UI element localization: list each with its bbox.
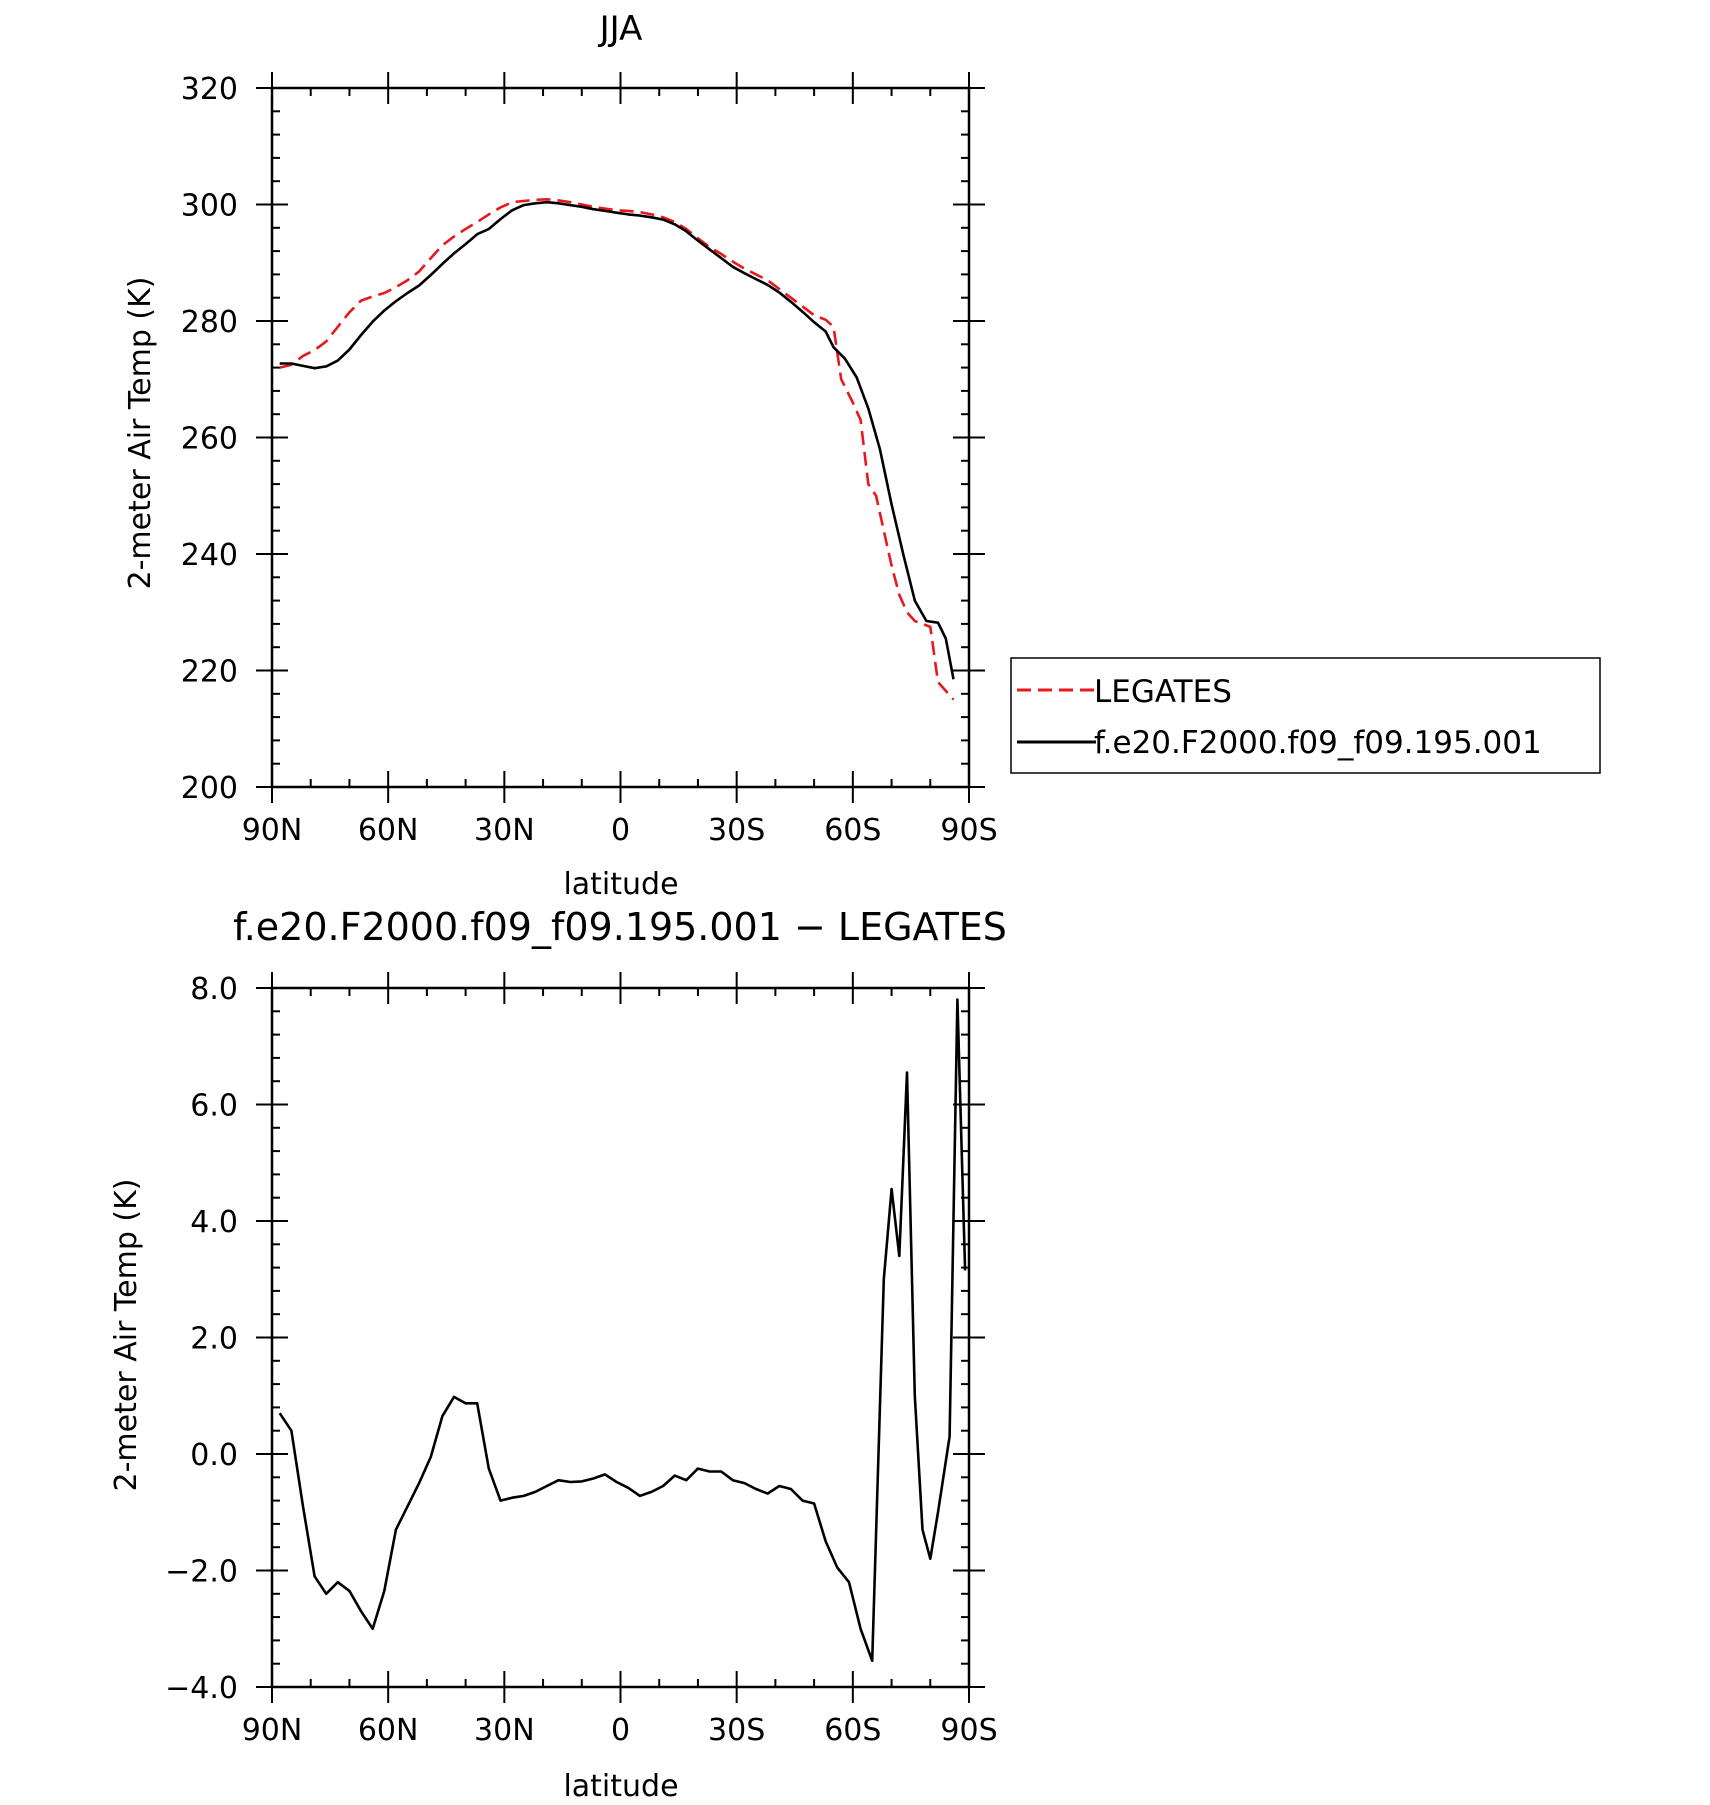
top-y-tick-label: 300 — [181, 189, 238, 224]
top-y-tick-label: 280 — [181, 305, 238, 340]
legend-box — [1010, 657, 1601, 774]
top-chart-title: JJA — [598, 9, 643, 49]
top-x-axis-label: latitude — [563, 867, 678, 902]
bottom-x-axis-label: latitude — [563, 1769, 678, 1804]
top-x-tick-label: 30S — [708, 813, 765, 848]
bottom-y-tick-label: 6.0 — [190, 1089, 238, 1124]
bottom-x-tick-label: 30S — [708, 1713, 765, 1748]
bottom-y-tick-label: 8.0 — [190, 972, 238, 1007]
legend-label-model: f.e20.F2000.f09_f09.195.001 — [1094, 725, 1542, 761]
top-series-line-0 — [279, 198, 955, 701]
top-x-tick-label: 90N — [242, 813, 303, 848]
top-x-tick-label: 60S — [824, 813, 881, 848]
top-series-line-1 — [279, 200, 955, 680]
top-x-tick-label: 0 — [611, 813, 630, 848]
bottom-plot-frame — [270, 986, 971, 1689]
top-y-tick-label: 260 — [181, 422, 238, 457]
bottom-y-tick-label: 4.0 — [190, 1205, 238, 1240]
bottom-panel: f.e20.F2000.f09_f09.195.001 − LEGATES 2-… — [109, 905, 1007, 1804]
bottom-y-tick-label: 2.0 — [190, 1322, 238, 1357]
bottom-y-axis-label: 2-meter Air Temp (K) — [109, 1179, 144, 1492]
bottom-x-tick-label: 60S — [824, 1713, 881, 1748]
top-y-axis-label: 2-meter Air Temp (K) — [123, 277, 158, 590]
bottom-x-tick-label: 60N — [358, 1713, 419, 1748]
top-x-tick-label: 30N — [474, 813, 535, 848]
bottom-y-tick-label: −2.0 — [165, 1555, 238, 1590]
bottom-x-tick-label: 0 — [611, 1713, 630, 1748]
bottom-series-line-0 — [278, 998, 967, 1663]
bottom-x-tick-label: 30N — [474, 1713, 535, 1748]
top-y-tick-label: 200 — [181, 771, 238, 806]
top-y-tick-label: 320 — [181, 72, 238, 107]
legend: LEGATES f.e20.F2000.f09_f09.195.001 — [1010, 657, 1601, 774]
bottom-x-tick-label: 90S — [940, 1713, 997, 1748]
top-plot-frame — [270, 86, 971, 789]
top-panel: JJA 2-meter Air Temp (K) latitude 90N 60N… — [123, 9, 1601, 902]
bottom-chart-title: f.e20.F2000.f09_f09.195.001 − LEGATES — [233, 905, 1007, 949]
top-y-tick-label: 240 — [181, 538, 238, 573]
bottom-x-tick-label: 90N — [242, 1713, 303, 1748]
legend-label-legates: LEGATES — [1094, 674, 1232, 710]
top-x-tick-label: 60N — [358, 813, 419, 848]
top-y-tick-label: 220 — [181, 655, 238, 690]
top-x-tick-label: 90S — [940, 813, 997, 848]
bottom-y-tick-label: 0.0 — [190, 1438, 238, 1473]
bottom-y-tick-label: −4.0 — [165, 1671, 238, 1706]
